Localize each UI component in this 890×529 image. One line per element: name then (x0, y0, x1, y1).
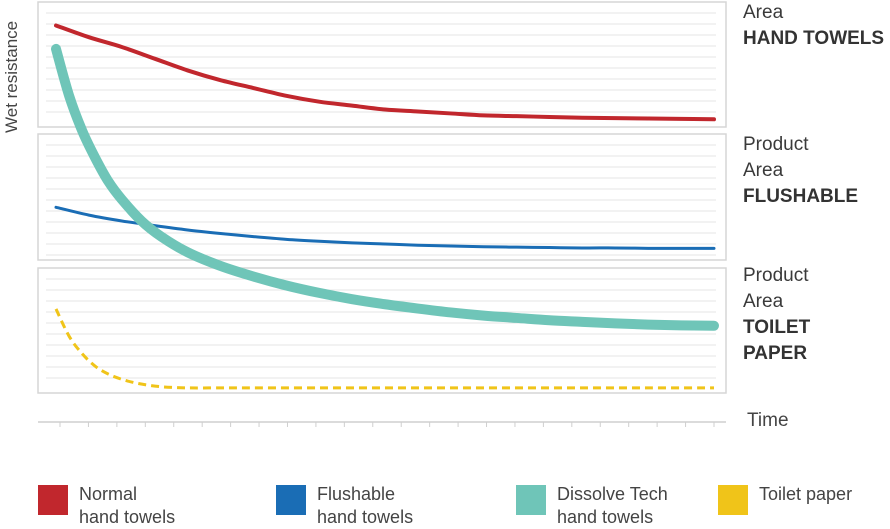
legend-label-dissolve: Dissolve Tech hand towels (557, 483, 697, 529)
zone-3-line-2: Area (743, 289, 810, 315)
legend-normal-hand-towels: Normal hand towels (38, 483, 219, 529)
legend-label-normal: Normal hand towels (79, 483, 219, 529)
legend-toilet-paper: Toilet paper (718, 483, 890, 515)
zone-2-line-2: Area (743, 158, 858, 184)
legend-swatch-red (38, 485, 68, 515)
legend-label-flushable: Flushable hand towels (317, 483, 457, 529)
y-axis-label: Wet resistance (2, 21, 21, 133)
zone-1-title: HAND TOWELS (743, 26, 884, 52)
zone-label-flushable: Product Area FLUSHABLE (743, 132, 858, 210)
legend-label-toilet: Toilet paper (759, 483, 890, 506)
legend-swatch-yellow (718, 485, 748, 515)
legend-dissolve-tech: Dissolve Tech hand towels (516, 483, 697, 529)
legend-flushable-hand-towels: Flushable hand towels (276, 483, 457, 529)
zone-label-hand-towels: Area HAND TOWELS (743, 0, 884, 52)
zone-1-line-2: Area (743, 0, 884, 26)
zone-panel-3 (38, 268, 726, 393)
x-axis (38, 422, 726, 427)
legend-swatch-teal (516, 485, 546, 515)
zone-2-line-1: Product (743, 132, 858, 158)
zone-3-line-1: Product (743, 263, 810, 289)
zone-2-title: FLUSHABLE (743, 184, 858, 210)
legend-swatch-blue (276, 485, 306, 515)
zone-panel-2 (38, 134, 726, 260)
x-axis-label: Time (747, 410, 789, 431)
zone-label-toilet-paper: Product Area TOILET PAPER (743, 263, 810, 367)
zone-3-title: TOILET PAPER (743, 315, 810, 367)
